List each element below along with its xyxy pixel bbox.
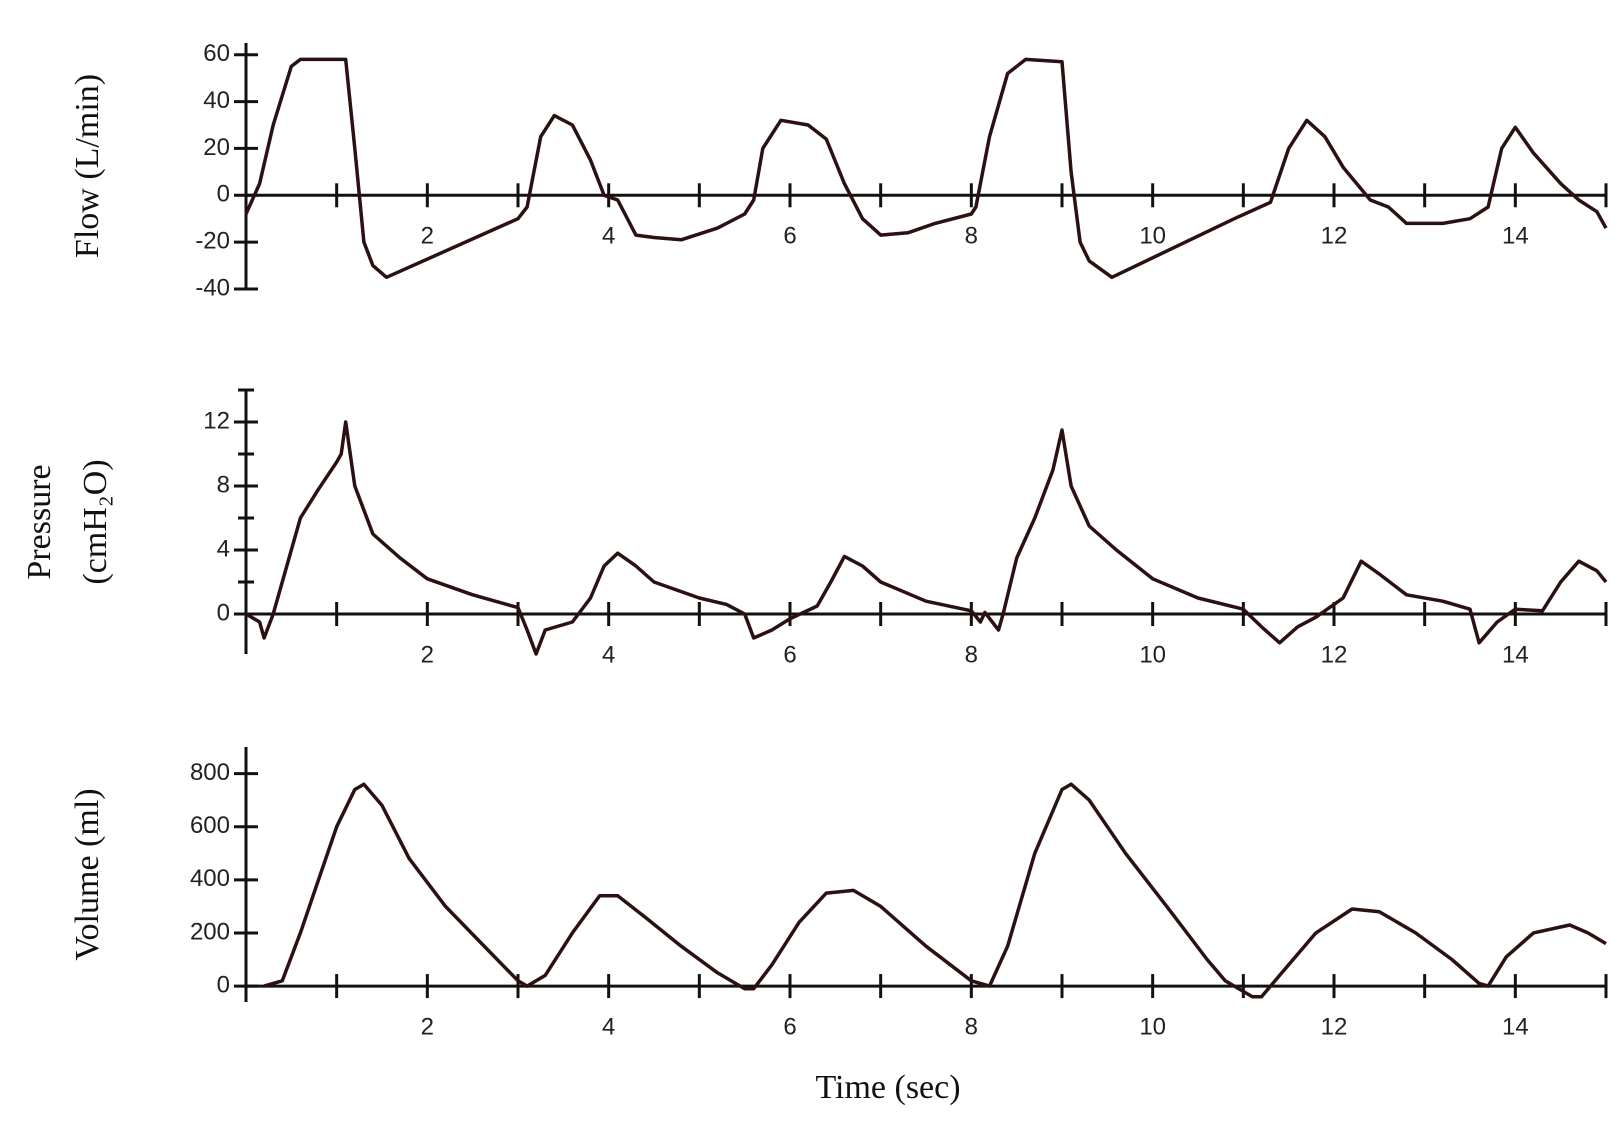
x-tick-label: 10 — [1139, 223, 1166, 250]
y-axis-label: Pressure — [21, 464, 58, 579]
y-tick-label: -40 — [195, 274, 230, 301]
x-axis-label: Time (sec) — [815, 1069, 960, 1106]
x-tick-label: 4 — [602, 223, 615, 250]
x-tick-label: 6 — [783, 1013, 796, 1040]
y-tick-label: 600 — [190, 812, 230, 839]
x-tick-label: 12 — [1321, 1013, 1348, 1040]
y-tick-label: 20 — [203, 134, 230, 161]
x-tick-label: 10 — [1139, 1013, 1166, 1040]
x-tick-label: 8 — [965, 641, 978, 668]
x-tick-label: 6 — [783, 641, 796, 668]
data-line — [263, 782, 1607, 999]
y-tick-label: 60 — [203, 40, 230, 67]
data-line — [245, 420, 1608, 656]
y-tick-label: 400 — [190, 865, 230, 892]
x-tick-label: 14 — [1502, 223, 1529, 250]
x-tick-label: 4 — [602, 641, 615, 668]
x-tick-label: 12 — [1321, 641, 1348, 668]
x-tick-label: 2 — [421, 641, 434, 668]
y-tick-label: 12 — [203, 407, 230, 434]
y-tick-label: 0 — [217, 971, 230, 998]
y-axis-label: Flow (L/min) — [69, 74, 106, 258]
y-axis-label: (cmH₂O) — [77, 459, 114, 584]
x-tick-label: 2 — [421, 223, 434, 250]
x-tick-label: 10 — [1139, 641, 1166, 668]
x-tick-label: 2 — [421, 1013, 434, 1040]
x-tick-label: 14 — [1502, 1013, 1529, 1040]
y-tick-label: 800 — [190, 759, 230, 786]
data-line — [244, 57, 1608, 280]
y-tick-label: 0 — [217, 181, 230, 208]
x-tick-label: 8 — [965, 1013, 978, 1040]
x-tick-label: 14 — [1502, 641, 1529, 668]
y-tick-label: 8 — [217, 471, 230, 498]
x-tick-label: 12 — [1321, 223, 1348, 250]
y-tick-label: 4 — [217, 535, 230, 562]
y-tick-label: 0 — [217, 599, 230, 626]
y-tick-label: 40 — [203, 87, 230, 114]
y-axis-label: Volume (ml) — [69, 788, 106, 960]
x-tick-label: 4 — [602, 1013, 615, 1040]
y-tick-label: 200 — [190, 918, 230, 945]
x-tick-label: 6 — [783, 223, 796, 250]
y-tick-label: -20 — [195, 227, 230, 254]
x-tick-label: 8 — [965, 223, 978, 250]
